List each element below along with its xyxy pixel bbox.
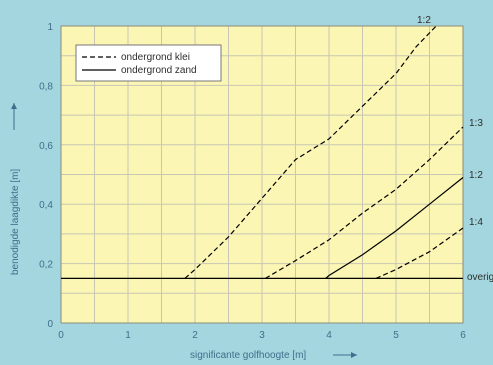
x-axis-label: significante golfhoogte [m] xyxy=(190,350,306,361)
y-tick-label: 0,4 xyxy=(39,200,53,211)
y-tick-label: 0,6 xyxy=(39,141,53,152)
y-tick-label: 0 xyxy=(47,319,53,330)
x-tick-label: 6 xyxy=(460,330,466,341)
x-tick-label: 5 xyxy=(393,330,399,341)
x-tick-label: 1 xyxy=(125,330,131,341)
x-tick-label: 3 xyxy=(259,330,265,341)
x-tick-label: 0 xyxy=(58,330,64,341)
x-axis-arrowhead xyxy=(351,352,357,358)
y-axis-arrowhead xyxy=(11,103,17,109)
y-axis-label: benodigde laagdikte [m] xyxy=(10,169,21,275)
legend-label-klei: ondergrond klei xyxy=(121,52,190,63)
y-tick-label: 0,2 xyxy=(39,260,53,271)
plot-border xyxy=(60,25,464,324)
series-label: overig xyxy=(467,272,493,283)
series-label: 1:4 xyxy=(469,217,483,228)
series-line-1 xyxy=(184,25,437,279)
series-line-2 xyxy=(265,126,464,279)
y-tick-label: 0,8 xyxy=(39,81,53,92)
series-line-4 xyxy=(375,227,464,279)
series-label: 1:2 xyxy=(469,170,483,181)
x-tick-label: 2 xyxy=(192,330,198,341)
series-line-3 xyxy=(325,177,464,279)
y-tick-label: 1 xyxy=(47,22,53,33)
series-label: 1:2 xyxy=(417,15,431,26)
legend-box xyxy=(75,44,222,82)
x-tick-label: 4 xyxy=(326,330,332,341)
legend-label-zand: ondergrond zand xyxy=(121,65,197,76)
series-label: 1:3 xyxy=(469,118,483,129)
